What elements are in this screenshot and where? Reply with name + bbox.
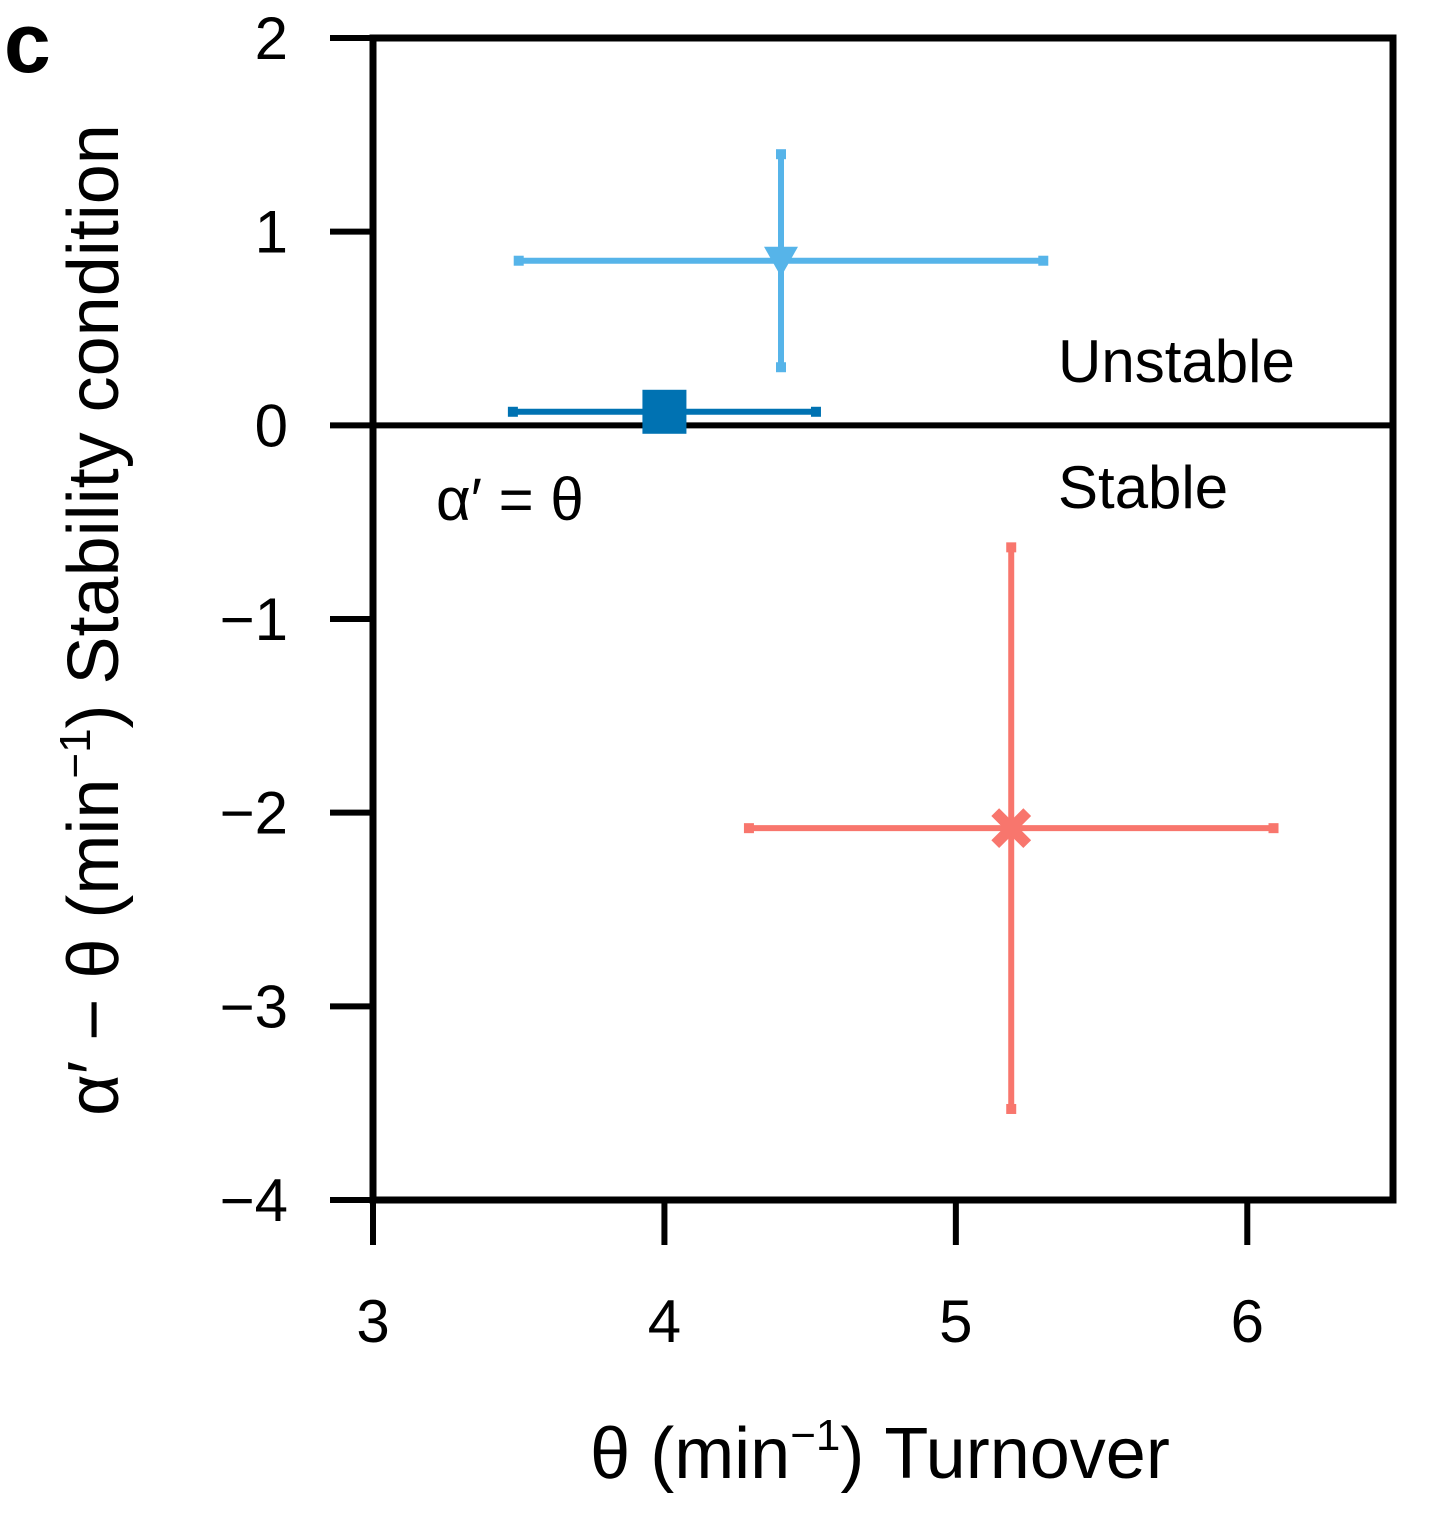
- x-label-main: θ (min: [590, 1414, 790, 1494]
- y-label-main: α′ − θ (min: [54, 779, 134, 1116]
- x-label-rest: ) Turnover: [840, 1414, 1169, 1494]
- annotation: Stable: [1058, 454, 1228, 521]
- annotation: Unstable: [1058, 328, 1295, 395]
- point: [991, 808, 1032, 849]
- x-error-cap: [1038, 255, 1049, 266]
- x-error-cap: [1268, 823, 1279, 834]
- y-error-cap: [776, 362, 786, 373]
- x-tick-label: 4: [648, 1288, 681, 1355]
- x-error-cap: [810, 406, 821, 417]
- y-error-cap: [1006, 542, 1017, 553]
- x-label-sup: −1: [790, 1411, 840, 1460]
- point: [764, 246, 798, 277]
- plot-frame: [369, 34, 1397, 1204]
- y-label-rest: ) Stability condition: [54, 124, 134, 728]
- y-tick-label: −3: [220, 973, 288, 1040]
- x-error-cap: [743, 823, 754, 834]
- x-tick-label: 5: [939, 1288, 972, 1355]
- y-error-cap: [776, 149, 786, 160]
- x-error-cap: [507, 406, 518, 417]
- y-tick-label: −1: [220, 586, 288, 653]
- x-error-cap: [513, 255, 524, 266]
- x-tick-label: 6: [1231, 1288, 1264, 1355]
- y-label-sup: −1: [51, 728, 100, 778]
- y-tick-label: −4: [220, 1167, 288, 1234]
- y-axis-label: α′ − θ (min−1) Stability condition: [51, 124, 134, 1116]
- y-tick-label: 2: [255, 5, 288, 72]
- y-error-cap: [1006, 1103, 1017, 1114]
- y-tick-label: −2: [220, 780, 288, 847]
- y-tick-label: 0: [255, 392, 288, 459]
- panel-label: c: [4, 0, 51, 90]
- x-tick-label: 3: [356, 1288, 389, 1355]
- y-tick-label: 1: [255, 199, 288, 266]
- annotation: α′ = θ: [436, 466, 584, 533]
- point: [642, 389, 687, 434]
- x-axis-label: θ (min−1) Turnover: [590, 1411, 1170, 1494]
